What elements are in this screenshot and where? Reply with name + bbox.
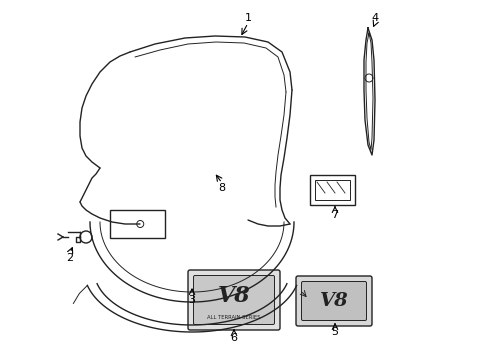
FancyBboxPatch shape bbox=[187, 270, 280, 330]
Text: 4: 4 bbox=[371, 13, 378, 23]
Text: 7: 7 bbox=[331, 210, 338, 220]
Text: 6: 6 bbox=[230, 333, 237, 343]
Text: V8: V8 bbox=[319, 292, 347, 310]
Text: 2: 2 bbox=[66, 253, 73, 263]
Text: V8: V8 bbox=[217, 284, 250, 306]
FancyBboxPatch shape bbox=[193, 275, 274, 324]
Text: 1: 1 bbox=[244, 13, 251, 23]
FancyBboxPatch shape bbox=[301, 282, 366, 320]
Text: 3: 3 bbox=[188, 295, 195, 305]
Text: 5: 5 bbox=[331, 327, 338, 337]
Bar bbox=[314, 180, 349, 200]
FancyBboxPatch shape bbox=[295, 276, 371, 326]
Bar bbox=[110, 210, 164, 238]
Text: 8: 8 bbox=[218, 183, 225, 193]
Text: ALL TERRAIN SERIES: ALL TERRAIN SERIES bbox=[207, 315, 260, 320]
Bar bbox=[309, 175, 354, 205]
